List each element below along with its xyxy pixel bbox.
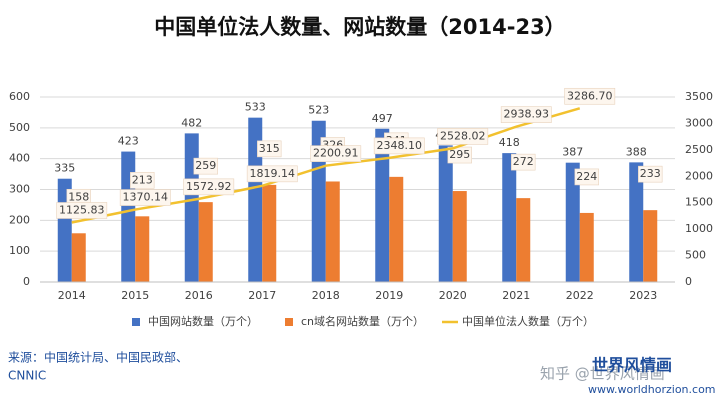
- legend-label: cn域名网站数量（万个）: [301, 314, 424, 328]
- data-label-bg: [574, 168, 599, 186]
- legend-label: 中国网站数量（万个）: [148, 314, 258, 328]
- bar: [248, 117, 263, 283]
- bar: [262, 184, 277, 282]
- line-label: 2528.02: [440, 129, 486, 142]
- source: 来源：中国统计局、中国民政部、: [8, 350, 188, 365]
- y-tick-label: 0: [23, 275, 30, 288]
- line-label: 2938.93: [504, 108, 550, 121]
- legend-swatch: [285, 318, 293, 326]
- x-tick-label: 2019: [375, 289, 403, 302]
- line-label: 1370.14: [123, 191, 169, 204]
- y-tick-label: 200: [9, 213, 30, 226]
- legend-swatch: [132, 318, 140, 326]
- x-tick-label: 2015: [121, 289, 149, 302]
- data-label: 387: [562, 146, 583, 159]
- bar: [198, 202, 213, 282]
- line-label-bg: [56, 202, 108, 219]
- bar: [565, 162, 580, 282]
- x-tick-label: 2020: [439, 289, 467, 302]
- line-label: 1125.83: [59, 203, 105, 216]
- bar: [71, 233, 86, 282]
- line: [71, 107, 581, 224]
- y-tick-label: 300: [9, 183, 30, 196]
- x-tick-label: 2023: [629, 289, 657, 302]
- data-label: 388: [626, 145, 647, 158]
- data-label: 158: [68, 190, 89, 203]
- bar: [643, 210, 658, 282]
- data-label: 213: [132, 173, 153, 186]
- line-label: 1572.92: [186, 180, 232, 193]
- x-tick-label: 2022: [566, 289, 594, 302]
- bar: [438, 145, 453, 282]
- x-tick-label: 2016: [185, 289, 213, 302]
- data-label: 497: [372, 112, 393, 125]
- website: www.worldhorzion.com: [588, 383, 716, 396]
- legend-label: 中国单位法人数量（万个）: [462, 314, 594, 328]
- source: CNNIC: [8, 369, 46, 383]
- bar: [516, 198, 531, 282]
- bar: [629, 162, 644, 282]
- data-label-bg: [130, 172, 155, 189]
- y2-tick-label: 0: [685, 275, 692, 288]
- data-label-bg: [257, 140, 282, 158]
- data-label-bg: [638, 165, 663, 183]
- brand: 世界风情画: [592, 356, 672, 375]
- line-label-bg: [437, 128, 489, 145]
- bar: [375, 128, 390, 282]
- bar: [389, 176, 404, 282]
- line-label-bg: [500, 106, 552, 123]
- y-tick-label: 500: [9, 121, 30, 134]
- data-label: 233: [640, 167, 661, 180]
- y2-tick-label: 3000: [685, 116, 713, 129]
- data-label: 533: [245, 101, 266, 114]
- data-label: 335: [54, 162, 75, 175]
- x-tick-label: 2018: [312, 289, 340, 302]
- y-tick-label: 600: [9, 90, 30, 103]
- data-label-bg: [511, 153, 536, 171]
- line-label-bg: [183, 178, 235, 196]
- y2-tick-label: 1000: [685, 222, 713, 235]
- bar: [325, 181, 340, 282]
- bar: [184, 133, 199, 282]
- data-label: 418: [499, 136, 520, 149]
- line-label-bg: [373, 137, 425, 155]
- bar: [135, 216, 150, 282]
- y-tick-label: 400: [9, 152, 30, 165]
- watermark: 知乎 @世界风情画: [540, 365, 665, 383]
- x-tick-label: 2014: [58, 289, 86, 302]
- bar: [121, 151, 136, 282]
- line-label-bg: [310, 145, 362, 162]
- line-label: 2348.10: [377, 139, 423, 152]
- line-label-bg: [564, 87, 616, 105]
- bar: [579, 212, 594, 282]
- line-label: 2200.91: [313, 147, 359, 160]
- line-label: 3286.70: [567, 89, 613, 102]
- y2-tick-label: 1500: [685, 196, 713, 209]
- y-tick-label: 100: [9, 244, 30, 257]
- x-tick-label: 2021: [502, 289, 530, 302]
- y2-tick-label: 3500: [685, 90, 713, 103]
- data-label: 523: [308, 104, 329, 117]
- x-tick-label: 2017: [248, 289, 276, 302]
- line-label-bg: [119, 189, 171, 206]
- data-label: 423: [118, 135, 139, 148]
- line-label: 1819.14: [250, 167, 296, 180]
- data-label: 482: [181, 116, 202, 129]
- y2-tick-label: 500: [685, 249, 706, 262]
- data-label: 315: [259, 142, 280, 155]
- data-label: 224: [576, 170, 597, 183]
- line-label-bg: [246, 165, 298, 183]
- chart-title: 中国单位法人数量、网站数量（2014-23）: [154, 15, 565, 39]
- bar: [452, 191, 467, 282]
- bar: [502, 153, 517, 282]
- y2-tick-label: 2500: [685, 143, 713, 156]
- data-label-bg: [193, 157, 218, 175]
- y2-tick-label: 2000: [685, 169, 713, 182]
- data-label: 295: [449, 148, 470, 161]
- data-label: 272: [513, 155, 534, 168]
- data-label: 259: [195, 159, 216, 172]
